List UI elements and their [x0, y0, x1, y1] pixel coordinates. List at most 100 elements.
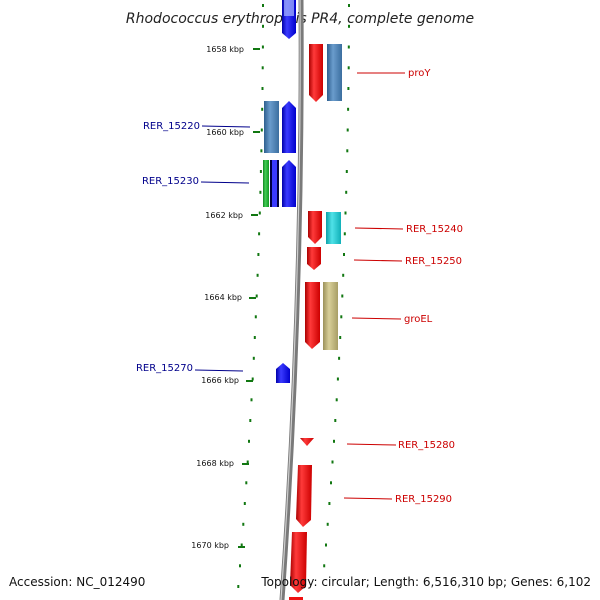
- rer-15270-gene-arrow[interactable]: [276, 363, 290, 383]
- right-track-dot: [348, 24, 350, 28]
- left-track-dot: [254, 315, 257, 319]
- left-track-dot: [261, 45, 264, 49]
- kbp-label: 1662 kbp: [205, 211, 243, 220]
- proy-cog-box[interactable]: [327, 44, 342, 101]
- kbp-tick: [253, 131, 260, 133]
- left-track-dot: [259, 170, 262, 173]
- left-track-dot: [249, 419, 252, 422]
- left-track-dot: [261, 66, 264, 70]
- right-track-dots: [323, 4, 350, 568]
- right-track-dot: [335, 398, 338, 402]
- left-track-dot: [259, 190, 262, 194]
- rer-15290-leader-line: [343, 497, 393, 500]
- right-track-dot: [345, 170, 348, 173]
- kbp-tick: [251, 214, 258, 216]
- groel-gene-arrow[interactable]: [305, 282, 320, 349]
- rer-15230-cog-box-green[interactable]: [263, 160, 269, 207]
- chromosome-backbone-highlight: [280, 0, 301, 600]
- gene-label-rer-15220[interactable]: RER_15220: [143, 121, 200, 132]
- left-track-dot: [262, 24, 264, 28]
- kbp-label: 1658 kbp: [206, 45, 244, 54]
- left-track-dot: [258, 211, 261, 215]
- right-track-dot: [347, 87, 350, 90]
- groel-cog-box[interactable]: [323, 282, 338, 350]
- gene-label-rer-15280[interactable]: RER_15280: [398, 440, 455, 451]
- kbp-tick: [253, 48, 260, 50]
- left-track-dot: [256, 273, 259, 277]
- left-track-dot: [251, 377, 254, 381]
- gene-label-rer-15290[interactable]: RER_15290: [395, 494, 452, 505]
- kbp-tick: [246, 380, 253, 382]
- proy-gene-arrow[interactable]: [309, 44, 323, 102]
- accession-text: Accession: NC_012490: [9, 575, 145, 589]
- rer-15270-leader-line: [194, 369, 244, 372]
- left-track-dots: [237, 4, 264, 588]
- left-track-dot: [261, 107, 264, 111]
- rer-15250-gene-arrow[interactable]: [307, 247, 321, 270]
- right-track-dot: [343, 232, 346, 236]
- right-track-dot: [336, 377, 339, 381]
- gene-label-rer-15230[interactable]: RER_15230: [142, 176, 199, 187]
- chromosome-backbone: [279, 0, 304, 600]
- left-track-dot: [240, 543, 243, 547]
- gene-label-rer-15240[interactable]: RER_15240: [406, 224, 463, 235]
- kbp-label: 1670 kbp: [191, 541, 229, 550]
- right-track-dot: [342, 273, 345, 277]
- rer-15280-leader-line: [346, 443, 397, 446]
- left-track-dot: [245, 481, 248, 485]
- rer-15220-cog-box[interactable]: [264, 101, 279, 153]
- left-track-dot: [243, 502, 246, 505]
- right-track-dot: [346, 149, 349, 153]
- gene-label-groel[interactable]: groEL: [404, 314, 433, 325]
- right-track-dot: [347, 45, 350, 49]
- left-track-dot: [248, 439, 250, 443]
- right-track-dot: [343, 253, 345, 256]
- gene-label-rer-15250[interactable]: RER_15250: [405, 256, 462, 267]
- left-track-dot: [250, 398, 253, 402]
- rer-15240-gene-arrow[interactable]: [308, 211, 322, 244]
- rer-15220-leader-line: [201, 125, 251, 128]
- kbp-label: 1668 kbp: [196, 459, 234, 468]
- rer-15220-gene-arrow[interactable]: [282, 101, 296, 153]
- right-track-dot: [323, 564, 326, 568]
- kbp-label: 1664 kbp: [204, 293, 242, 302]
- right-track-dot: [330, 481, 332, 485]
- rer-15280-gene-arrow[interactable]: [300, 438, 314, 446]
- left-track-dot: [261, 87, 264, 90]
- rer-15230-leader-line: [200, 181, 250, 184]
- rer-15230-cog-box-blue[interactable]: [272, 160, 277, 207]
- right-track-dot: [325, 543, 327, 547]
- rer-15250-leader-line: [353, 259, 403, 262]
- left-track-dot: [257, 253, 260, 256]
- left-track-dot: [255, 294, 258, 298]
- right-track-dot: [347, 66, 350, 70]
- right-track-dot: [345, 190, 348, 194]
- kbp-tick: [238, 546, 245, 548]
- left-track-dot: [242, 522, 245, 526]
- right-track-dot: [331, 460, 334, 464]
- right-track-dot: [326, 522, 329, 526]
- reverse-gene-arrow-partial[interactable]: [289, 597, 303, 600]
- right-track-dot: [344, 211, 347, 215]
- left-track-dot: [237, 585, 240, 588]
- gene-label-proy[interactable]: proY: [408, 68, 431, 79]
- rer-15240-cog-box[interactable]: [326, 212, 341, 244]
- forward-gene-highlight: [284, 0, 294, 16]
- left-track-dot: [253, 336, 256, 339]
- right-track-dot: [346, 128, 349, 132]
- reverse-gene-arrow[interactable]: [290, 532, 307, 593]
- left-track-dot: [262, 4, 264, 7]
- left-track-dot: [258, 232, 261, 236]
- left-track-dot: [239, 564, 241, 568]
- kbp-label: 1666 kbp: [201, 376, 239, 385]
- left-track-dot: [246, 460, 249, 464]
- gene-label-rer-15270[interactable]: RER_15270: [136, 363, 193, 374]
- right-track-dot: [341, 294, 344, 298]
- rer-15290-gene-arrow[interactable]: [296, 465, 312, 527]
- rer-15230-gene-arrow[interactable]: [282, 160, 296, 207]
- right-track-dot: [328, 502, 331, 505]
- left-track-dot: [260, 149, 263, 153]
- right-track-dot: [347, 107, 350, 111]
- rer-15240-leader-line: [354, 227, 404, 230]
